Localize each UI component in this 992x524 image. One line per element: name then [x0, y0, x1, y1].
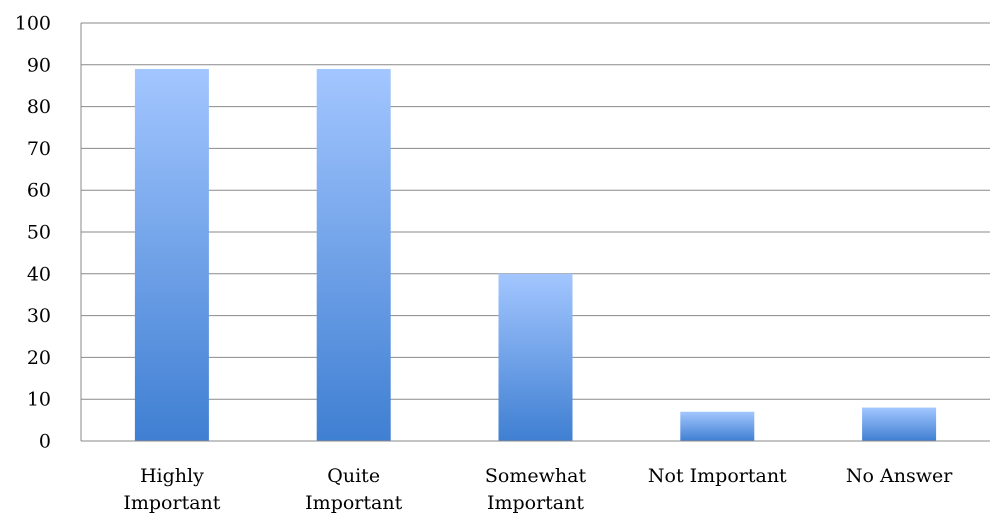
y-tick-label: 30	[27, 305, 51, 327]
axes	[80, 23, 990, 442]
x-tick-label: No Answer	[846, 465, 953, 487]
bar	[680, 411, 755, 441]
y-tick-label: 60	[27, 180, 51, 202]
bar	[862, 407, 937, 441]
y-tick-label: 90	[27, 54, 51, 76]
gridlines	[81, 22, 990, 400]
bars	[134, 68, 937, 441]
x-tick-label: Somewhat	[485, 465, 587, 487]
x-tick-label: Important	[305, 492, 402, 514]
y-tick-label: 40	[27, 263, 51, 285]
y-tick-label: 50	[27, 222, 51, 244]
bar	[134, 68, 209, 441]
x-tick-label: Highly	[140, 465, 204, 487]
y-tick-label: 100	[15, 13, 51, 35]
bar	[316, 68, 391, 441]
y-tick-label: 0	[39, 431, 51, 453]
x-tick-label: Not Important	[648, 465, 787, 487]
y-tick-label: 10	[27, 389, 51, 411]
x-tick-label: Important	[123, 492, 220, 514]
x-tick-label: Quite	[327, 465, 380, 487]
bar	[498, 273, 573, 441]
y-tick-label: 20	[27, 347, 51, 369]
x-tick-label: Important	[487, 492, 584, 514]
y-tick-labels: 0 10 20 30 40 50 60 70 80 90 100	[15, 13, 51, 453]
y-tick-label: 70	[27, 138, 51, 160]
x-tick-labels: Highly Important Quite Important Somewhat Imp…	[123, 465, 953, 514]
y-tick-label: 80	[27, 96, 51, 118]
